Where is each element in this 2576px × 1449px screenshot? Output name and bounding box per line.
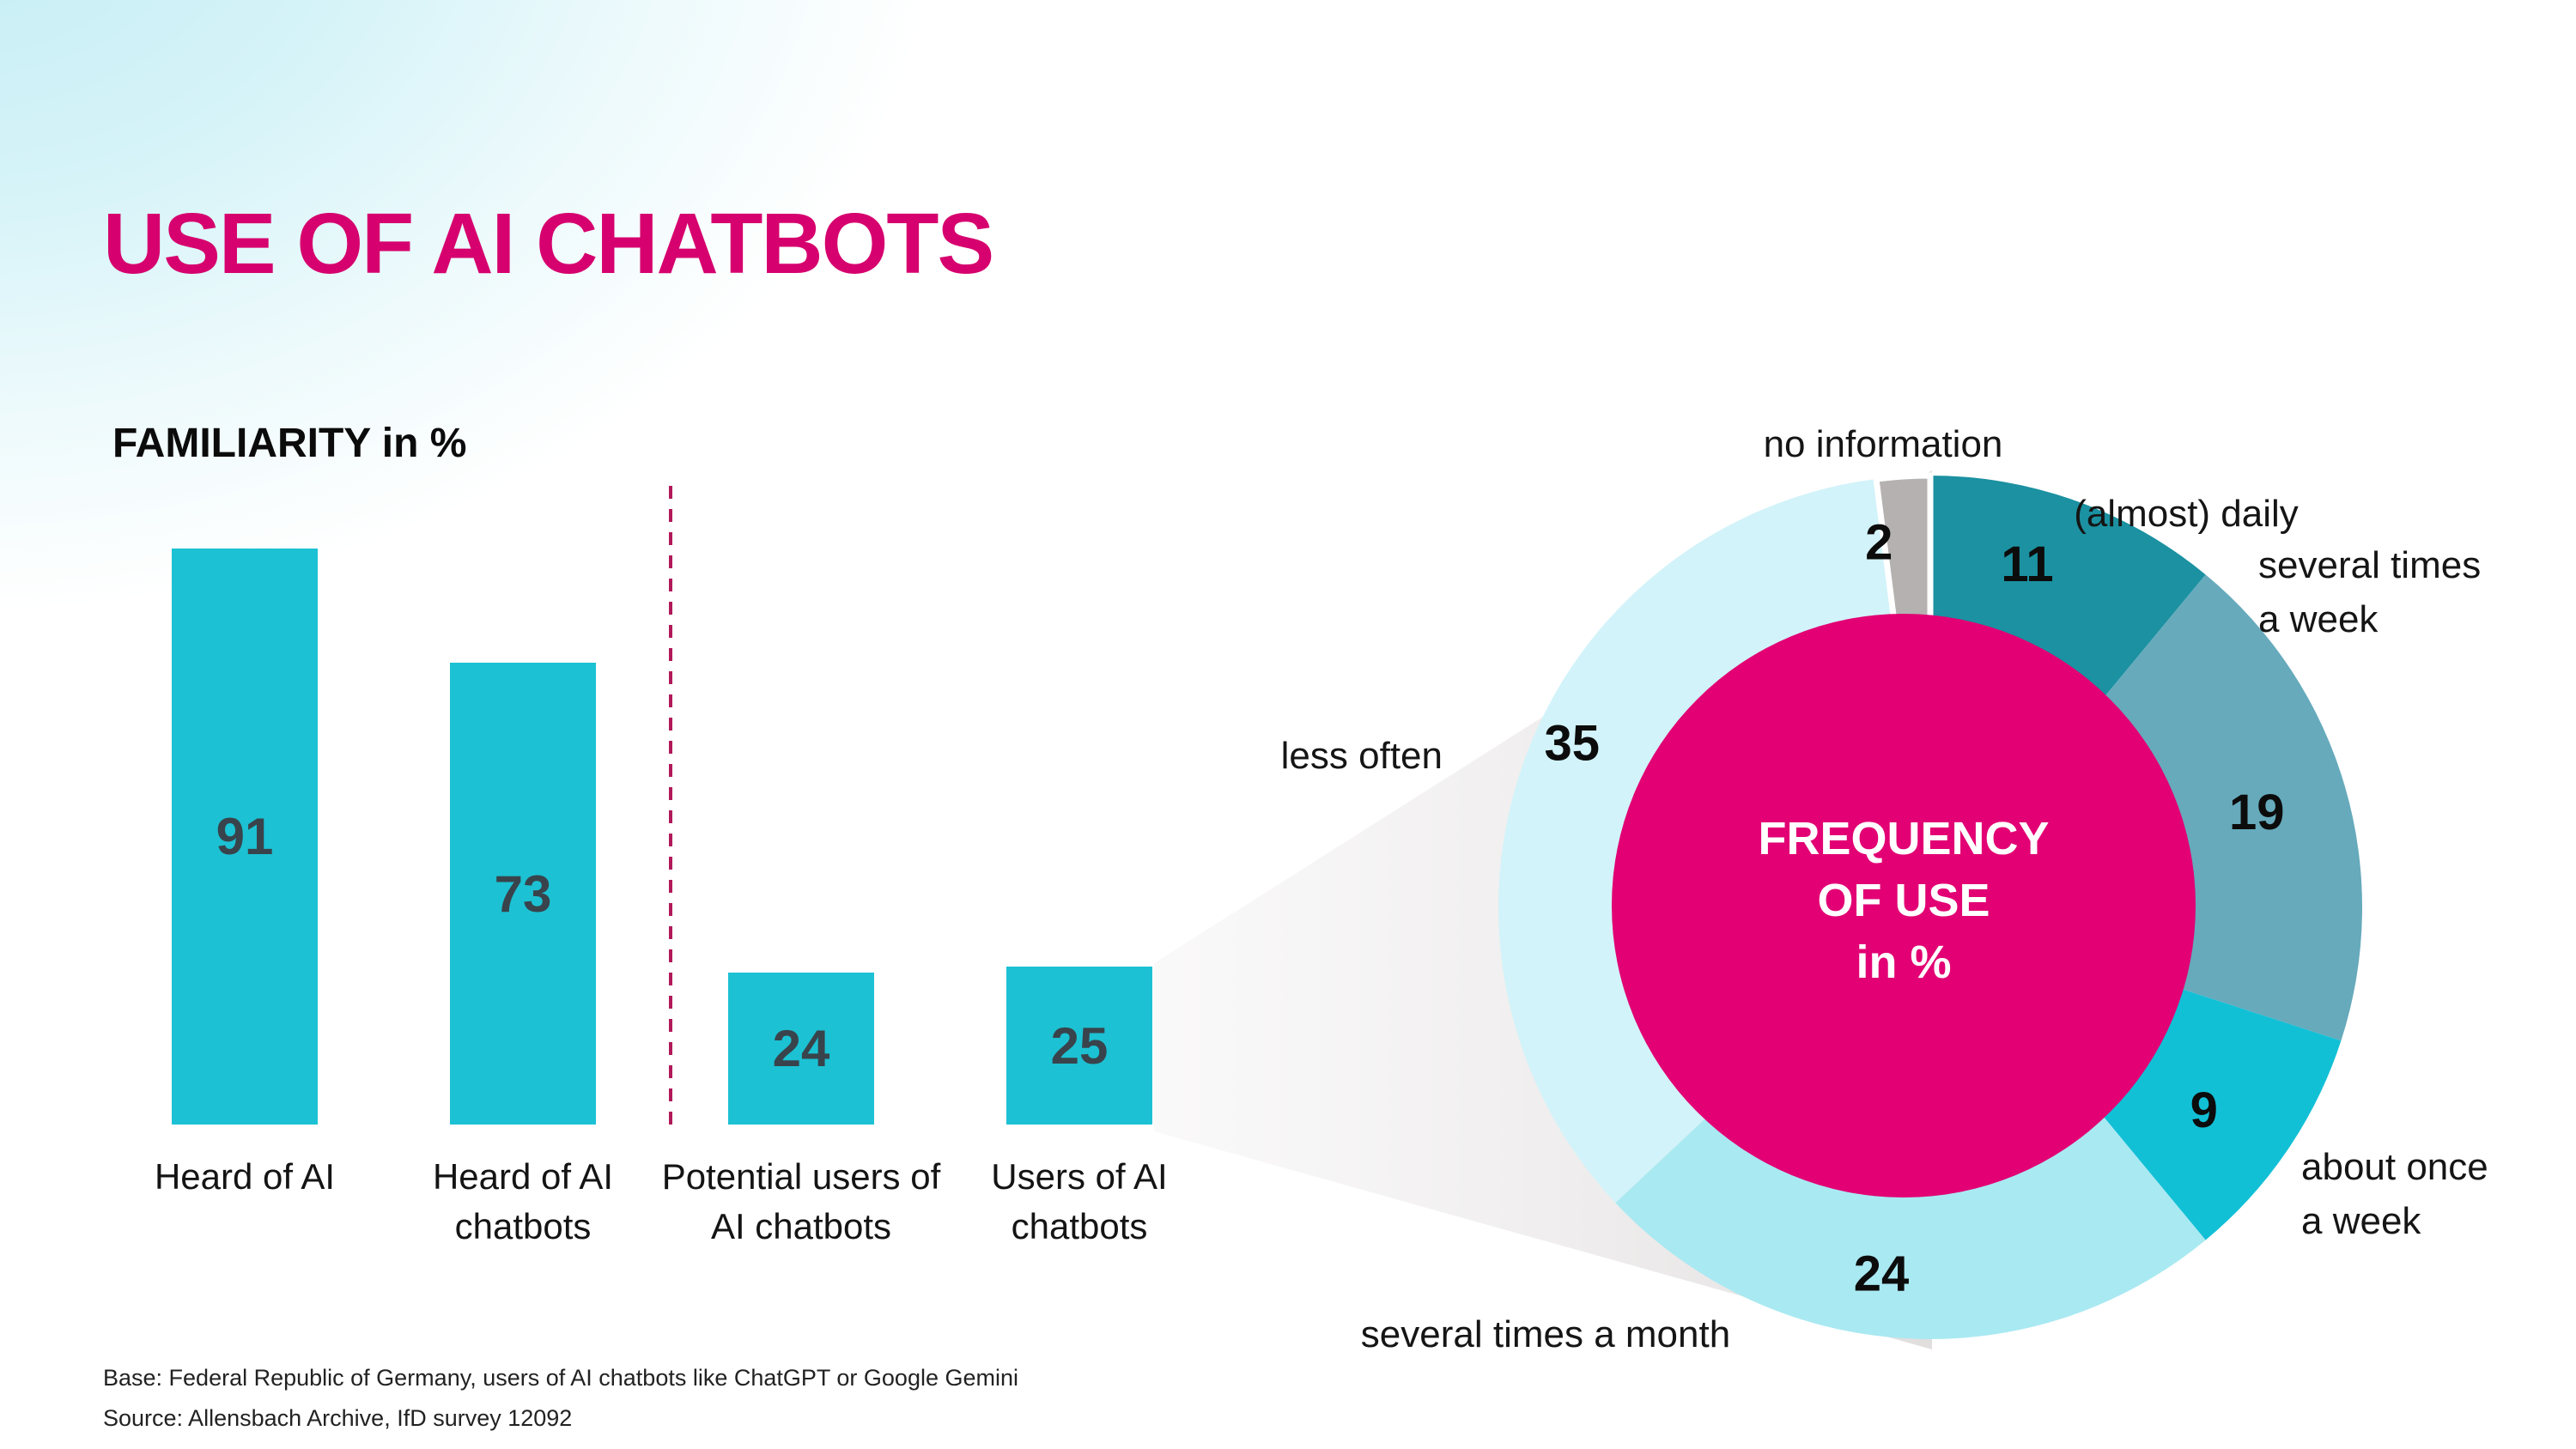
bar-value-label: 24	[772, 1020, 830, 1077]
bar-category-label: Heard of AI chatbots	[432, 1156, 614, 1246]
segment-label-almost-daily: (almost) daily	[2074, 493, 2299, 535]
donut-chart: 11 19 9 24 35 2	[1498, 472, 2363, 1340]
donut-center-line-2: OF USE	[1817, 875, 1990, 926]
page-title: USE OF AI CHATBOTS	[103, 196, 994, 292]
segment-label-less-often: less often	[1280, 735, 1443, 777]
segment-label-about-once-a-week: about once a week	[2301, 1146, 2488, 1242]
segment-label-several-times-a-week: several times a week	[2258, 544, 2482, 640]
bar-heard-of-ai-chatbots: 73	[450, 663, 596, 1125]
donut-center-line-1: FREQUENCY	[1758, 813, 2050, 864]
bar-category-label: Potential users of AI chatbots	[661, 1156, 941, 1246]
bar-category-label: Heard of AI	[154, 1156, 336, 1197]
donut-center-label: FREQUENCY OF USE in %	[1603, 808, 2204, 993]
bar-heard-of-ai: 91	[172, 549, 318, 1125]
segment-value-less-often: 35	[1544, 715, 1600, 771]
segment-value-several-times-a-week: 19	[2229, 785, 2285, 840]
segment-value-no-information: 2	[1865, 515, 1893, 571]
bar-users-of-ai-chatbots: 25	[1006, 967, 1152, 1125]
bar-value-label: 25	[1050, 1016, 1109, 1075]
segment-value-several-times-a-month: 24	[1854, 1246, 1910, 1302]
footer-source-note: Source: Allensbach Archive, IfD survey 1…	[103, 1405, 573, 1431]
bar-category-label: Users of AI chatbots	[991, 1156, 1168, 1246]
bar-group-dashed-divider	[669, 486, 672, 1125]
segment-label-several-times-a-month: several times a month	[1360, 1313, 1731, 1355]
footer-notes: Base: Federal Republic of Germany, users…	[103, 1358, 1391, 1439]
bar-chart-title: FAMILIARITY in %	[112, 421, 467, 466]
footer-base-note: Base: Federal Republic of Germany, users…	[103, 1365, 1018, 1391]
bar-value-label: 91	[216, 808, 274, 865]
bar-potential-users-of-ai-chatbots: 24	[728, 973, 874, 1125]
donut-center-line-3: in %	[1856, 937, 1952, 988]
segment-label-no-information: no information	[1763, 423, 2003, 465]
segment-value-almost-daily: 11	[2001, 537, 2053, 592]
segment-value-about-once-a-week: 9	[2190, 1082, 2218, 1138]
donut-center-circle	[1612, 614, 2196, 1197]
bar-value-label: 73	[494, 864, 552, 923]
